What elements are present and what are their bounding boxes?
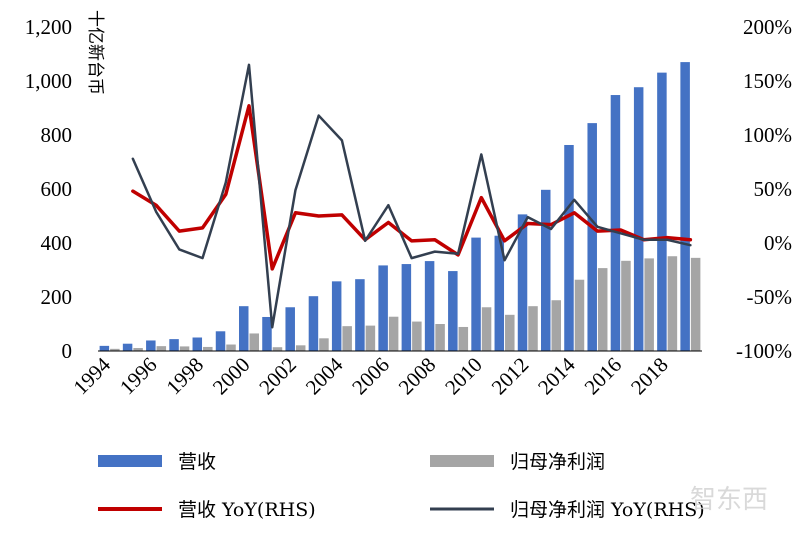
net-profit-bar-1998 <box>203 346 213 351</box>
x-tick-label: 2008 <box>394 353 441 400</box>
revenue-bar-2001 <box>262 316 272 351</box>
net-profit-bar-2012 <box>528 306 538 351</box>
x-tick-label: 2004 <box>301 352 348 399</box>
revenue-bar-2000 <box>239 306 249 351</box>
net-profit-bar-2005 <box>365 325 376 351</box>
right-axis-ticks: -100% -50% 0% 50% 100% 150% 200% <box>736 15 792 363</box>
net-profit-bar-2019 <box>690 257 701 351</box>
x-tick-label: 2014 <box>533 352 580 399</box>
revenue-yoy-line <box>131 104 693 271</box>
revenue-bar-2008 <box>424 261 435 351</box>
left-tick-label: 1,200 <box>25 15 72 39</box>
revenue-bar-2009 <box>448 271 458 351</box>
net-profit-bar-1996 <box>156 346 167 351</box>
right-tick-label: -100% <box>736 339 792 363</box>
right-tick-label: 50% <box>754 177 793 201</box>
revenue-bar-2017 <box>633 87 644 352</box>
net-profit-bar-2018 <box>667 256 678 351</box>
legend-label-2: 营收 YoY(RHS) <box>178 499 316 521</box>
net-profit-bar-2015 <box>597 268 608 351</box>
revenue-bar-1994 <box>99 345 110 351</box>
legend-label-1: 归母净利润 <box>510 451 605 473</box>
x-tick-label: 2010 <box>440 353 487 400</box>
x-tick-label: 2000 <box>208 353 255 400</box>
legend-label-3: 归母净利润 YoY(RHS) <box>510 499 705 521</box>
revenue-bar-1996 <box>146 340 156 351</box>
net-profit-bar-2004 <box>342 326 352 351</box>
x-tick-label: 2018 <box>626 353 673 400</box>
net-profit-bar-1995 <box>133 348 143 351</box>
net-profit-bar-1997 <box>179 346 190 351</box>
net-profit-bar-2011 <box>505 314 515 351</box>
revenue-bar-2002 <box>285 307 295 351</box>
revenue-bar-2004 <box>331 281 342 351</box>
x-tick-label: 2012 <box>487 353 534 400</box>
revenue-bar-2007 <box>401 264 412 351</box>
net-profit-bar-2014 <box>574 279 585 351</box>
revenue-bar-2013 <box>541 189 551 351</box>
net-profit-bar-2013 <box>551 300 561 351</box>
right-tick-label: 200% <box>743 15 792 39</box>
revenue-bar-2010 <box>471 237 481 351</box>
revenue-bar-1997 <box>169 339 179 351</box>
revenue-bar-2016 <box>610 95 621 351</box>
right-tick-label: 0% <box>764 231 792 255</box>
revenue-bar-2003 <box>308 296 319 351</box>
x-axis-ticks: 1994 1996 1998 2000 2002 2004 2006 2008 2010 2012… <box>68 352 672 399</box>
left-tick-label: 0 <box>62 339 73 363</box>
net-profit-yoy-line <box>131 63 692 329</box>
y-axis-label: 十亿新台币 <box>85 10 105 95</box>
net-profit-bar-1994 <box>110 348 120 351</box>
net-profit-bar-2006 <box>388 316 399 351</box>
net-profit-bar-2009 <box>458 326 469 351</box>
revenue-bar-1999 <box>215 331 226 351</box>
left-tick-label: 600 <box>41 177 73 201</box>
net-profit-bar-2016 <box>621 260 631 351</box>
right-tick-label: 150% <box>743 69 792 93</box>
left-tick-label: 800 <box>41 123 73 147</box>
revenue-bar-2006 <box>378 265 388 351</box>
left-tick-label: 200 <box>41 285 73 309</box>
revenue-bar-2014 <box>564 144 574 351</box>
net-profit-bar-2017 <box>644 258 654 351</box>
revenue-bar-2015 <box>587 123 597 352</box>
revenue-bar-2005 <box>355 279 365 351</box>
net-profit-bar-2002 <box>295 345 306 351</box>
left-tick-label: 400 <box>41 231 73 255</box>
x-tick-label: 1998 <box>161 353 208 400</box>
net-profit-bar-2007 <box>412 321 422 351</box>
net-profit-bar-2000 <box>249 333 259 351</box>
x-tick-label: 1996 <box>115 353 162 400</box>
left-tick-label: 1,000 <box>25 69 72 93</box>
watermark: 智东西 <box>690 485 768 515</box>
net-profit-bar-1999 <box>226 344 236 351</box>
left-axis-ticks: 0 200 400 600 800 1,000 1,200 <box>25 15 72 363</box>
revenue-bar-1998 <box>192 337 203 351</box>
revenue-bar-2018 <box>657 72 667 351</box>
x-tick-label: 2016 <box>580 353 627 400</box>
net-profit-bar-2010 <box>481 307 492 351</box>
x-tick-label: 2002 <box>254 353 301 400</box>
legend-swatch-0 <box>98 455 162 467</box>
bars-layer <box>99 62 701 352</box>
right-tick-label: 100% <box>743 123 792 147</box>
revenue-bar-2019 <box>680 62 690 351</box>
net-profit-bar-2001 <box>272 347 283 351</box>
legend-swatch-1 <box>430 455 494 467</box>
revenue-bar-2012 <box>517 214 528 351</box>
x-tick-label: 2006 <box>347 353 394 400</box>
net-profit-bar-2008 <box>435 324 445 351</box>
x-tick-label: 1994 <box>68 352 115 399</box>
lines-layer <box>131 63 693 329</box>
revenue-bar-1995 <box>122 343 133 351</box>
net-profit-bar-2003 <box>319 338 329 351</box>
right-tick-label: -50% <box>747 285 793 309</box>
watermark-text: 智东西 <box>690 485 768 515</box>
legend-label-0: 营收 <box>178 451 216 473</box>
revenue-bar-2011 <box>494 235 505 351</box>
